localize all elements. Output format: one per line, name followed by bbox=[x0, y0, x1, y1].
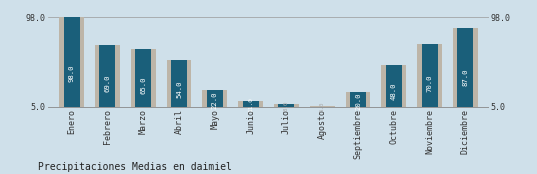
Text: 69.0: 69.0 bbox=[104, 75, 111, 92]
Bar bbox=[171, 60, 187, 107]
Bar bbox=[422, 44, 438, 107]
Bar bbox=[135, 49, 151, 107]
Bar bbox=[131, 49, 156, 107]
Bar bbox=[381, 65, 406, 107]
Bar bbox=[243, 101, 259, 107]
Text: Precipitaciones Medias en daimiel: Precipitaciones Medias en daimiel bbox=[38, 162, 231, 172]
Bar bbox=[238, 101, 263, 107]
Bar bbox=[274, 104, 299, 107]
Bar bbox=[350, 92, 366, 107]
Bar bbox=[59, 17, 84, 107]
Text: 8.0: 8.0 bbox=[284, 101, 289, 111]
Bar bbox=[346, 92, 371, 107]
Text: 54.0: 54.0 bbox=[176, 80, 182, 98]
Bar bbox=[63, 17, 79, 107]
Text: 22.0: 22.0 bbox=[212, 92, 218, 109]
Text: 65.0: 65.0 bbox=[140, 76, 146, 94]
Bar bbox=[278, 104, 294, 107]
Text: 70.0: 70.0 bbox=[426, 74, 433, 92]
Bar bbox=[207, 90, 223, 107]
Text: 48.0: 48.0 bbox=[391, 82, 397, 100]
Text: 11.0: 11.0 bbox=[248, 97, 253, 112]
Bar bbox=[453, 28, 478, 107]
Bar bbox=[417, 44, 442, 107]
Bar bbox=[458, 28, 474, 107]
Bar bbox=[95, 45, 120, 107]
Bar bbox=[386, 65, 402, 107]
Text: 20.0: 20.0 bbox=[355, 93, 361, 110]
Bar bbox=[310, 106, 335, 107]
Text: 98.0: 98.0 bbox=[69, 64, 75, 81]
Text: 87.0: 87.0 bbox=[462, 68, 468, 86]
Bar bbox=[166, 60, 191, 107]
Text: 5.0: 5.0 bbox=[320, 102, 325, 112]
Bar bbox=[202, 90, 227, 107]
Bar bbox=[99, 45, 115, 107]
